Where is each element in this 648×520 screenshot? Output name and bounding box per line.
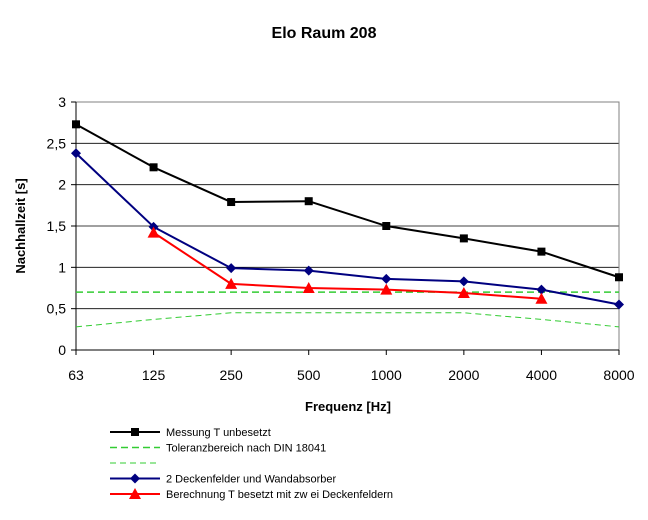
data-point xyxy=(459,234,468,243)
x-axis-title: Frequenz [Hz] xyxy=(305,399,391,414)
data-point xyxy=(149,163,158,172)
legend-marker xyxy=(129,488,141,499)
data-point xyxy=(227,198,236,207)
y-tick-label: 0,5 xyxy=(47,301,67,317)
x-tick-label: 125 xyxy=(142,367,166,383)
y-tick-label: 1,5 xyxy=(47,218,67,234)
gridlines xyxy=(76,142,619,310)
x-tick-label: 2000 xyxy=(448,367,479,383)
x-tick-label: 63 xyxy=(68,367,84,383)
data-point xyxy=(302,282,315,293)
data-point xyxy=(536,284,547,295)
data-point xyxy=(535,292,548,304)
y-tick-label: 0 xyxy=(58,342,66,358)
data-point xyxy=(615,273,623,282)
data-point xyxy=(614,299,624,310)
legend-label: 2 Deckenfelder und Wandabsorber xyxy=(166,474,337,486)
x-tick-label: 250 xyxy=(219,367,243,383)
legend-item: Berechnung T besetzt mit zw ei Deckenfel… xyxy=(110,488,393,501)
series-line xyxy=(153,231,542,300)
series-2 xyxy=(75,312,620,328)
x-tick-labels: 63 125 250 500 1000 2000 4000 8000 xyxy=(68,350,635,383)
series-line xyxy=(75,312,620,328)
data-point xyxy=(72,120,80,129)
series-line xyxy=(75,123,620,279)
chart-title: Elo Raum 208 xyxy=(272,25,377,42)
data-point xyxy=(225,277,238,289)
data-point xyxy=(458,276,469,287)
legend-label: Toleranzbereich nach DIN 18041 xyxy=(166,443,326,455)
legend: Messung T unbesetzt Toleranzbereich nach … xyxy=(110,427,393,501)
data-point xyxy=(303,265,314,276)
legend-item: 2 Deckenfelder und Wandabsorber xyxy=(110,473,337,486)
x-tick-label: 4000 xyxy=(526,367,557,383)
legend-label: Berechnung T besetzt mit zw ei Deckenfel… xyxy=(166,489,393,501)
y-tick-label: 1 xyxy=(58,259,66,275)
series-4 xyxy=(147,226,548,304)
data-point xyxy=(381,273,392,284)
series-line xyxy=(75,152,620,306)
legend-label: Messung T unbesetzt xyxy=(166,427,271,439)
data-point xyxy=(304,197,313,206)
legend-item: Messung T unbesetzt xyxy=(110,427,271,439)
series-0 xyxy=(72,120,623,282)
y-tick-labels: 0 0,5 1 1,5 2 2,5 3 xyxy=(47,94,76,358)
legend-item: Toleranzbereich nach DIN 18041 xyxy=(110,443,326,455)
data-point xyxy=(537,247,546,256)
series-layer xyxy=(71,120,624,328)
data-point xyxy=(226,263,237,274)
y-tick-label: 3 xyxy=(58,94,66,110)
data-point xyxy=(380,283,393,295)
data-point xyxy=(457,286,470,298)
y-axis-title: Nachhallzeit [s] xyxy=(13,178,28,273)
legend-marker xyxy=(131,428,139,436)
x-tick-label: 8000 xyxy=(603,367,634,383)
y-tick-label: 2,5 xyxy=(47,135,67,151)
x-tick-label: 500 xyxy=(297,367,321,383)
data-point xyxy=(71,148,81,159)
data-point xyxy=(382,222,391,230)
y-tick-label: 2 xyxy=(58,177,66,193)
data-point xyxy=(147,226,160,238)
legend-marker xyxy=(130,473,140,484)
x-tick-label: 1000 xyxy=(371,367,402,383)
series-3 xyxy=(71,148,624,310)
